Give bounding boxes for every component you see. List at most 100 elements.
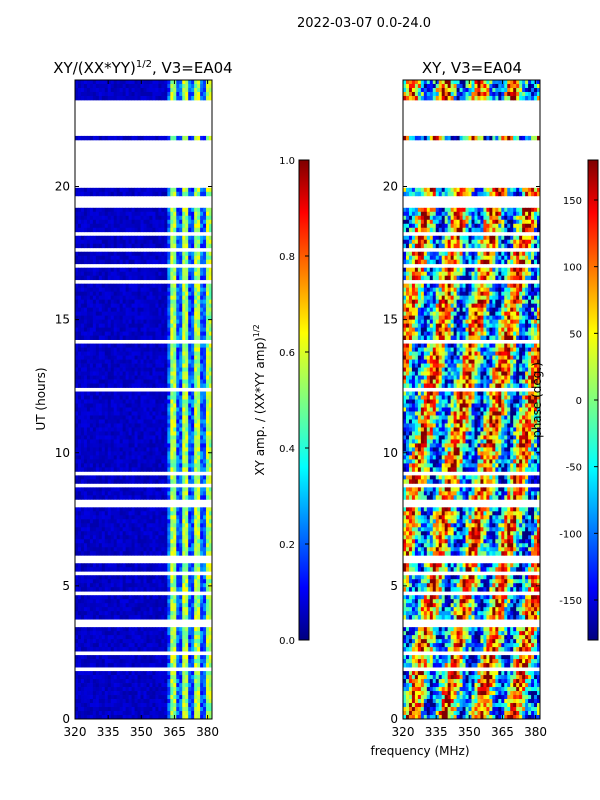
amp-heatmap-cell	[182, 415, 186, 420]
amp-heatmap-cell	[80, 655, 85, 660]
amp-heatmap-cell	[200, 379, 204, 384]
amp-heatmap-cell	[155, 447, 159, 452]
amp-heatmap-cell	[188, 135, 192, 141]
amp-heatmap-cell	[194, 547, 198, 552]
amp-heatmap-cell	[80, 347, 85, 352]
amp-heatmap-cell	[77, 371, 82, 376]
amp-heatmap-cell	[104, 80, 109, 85]
amp-heatmap-cell	[188, 427, 192, 432]
amp-heatmap-cell	[143, 547, 147, 552]
amp-heatmap-cell	[143, 487, 147, 492]
amp-heatmap-cell	[161, 303, 165, 309]
amp-heatmap-cell	[104, 671, 109, 676]
amp-heatmap-cell	[113, 323, 118, 329]
amp-heatmap-cell	[104, 631, 109, 636]
amp-heatmap-cell	[77, 415, 82, 420]
amp-heatmap-cell	[164, 487, 168, 492]
amp-heatmap-cell	[86, 603, 91, 608]
amp-heatmap-cell	[131, 95, 135, 101]
amp-heatmap-cell	[194, 491, 198, 496]
amp-heatmap-cell	[104, 451, 109, 456]
amp-heatmap-cell	[140, 535, 144, 540]
amp-heatmap-cell	[182, 311, 186, 317]
amp-heatmap-cell	[140, 311, 144, 317]
amp-heatmap-cell	[119, 511, 124, 516]
amp-heatmap-cell	[131, 191, 135, 197]
amp-heatmap-cell	[176, 527, 180, 532]
amp-heatmap-cell	[209, 627, 213, 632]
amp-heatmap-cell	[75, 415, 79, 420]
amp-heatmap-cell	[173, 291, 177, 297]
amp-heatmap-cell	[167, 207, 171, 213]
amp-heatmap-cell	[113, 271, 118, 277]
amp-heatmap-cell	[176, 611, 180, 616]
amp-heatmap-cell	[152, 655, 156, 660]
amp-heatmap-cell	[80, 451, 85, 456]
amp-heatmap-cell	[119, 587, 124, 592]
amp-heatmap-cell	[206, 299, 210, 305]
amp-heatmap-cell	[125, 95, 130, 101]
amp-heatmap-cell	[140, 283, 144, 289]
amp-heatmap-cell	[152, 435, 156, 440]
amp-heatmap-cell	[164, 211, 168, 217]
amp-heatmap-cell	[134, 311, 138, 317]
amp-heatmap-cell	[107, 427, 112, 432]
amp-heatmap-cell	[101, 647, 106, 652]
amp-heatmap-cell	[101, 135, 106, 141]
amp-heatmap-cell	[95, 519, 100, 524]
amp-heatmap-cell	[134, 527, 138, 532]
amp-heatmap-cell	[140, 347, 144, 352]
amp-heatmap-cell	[161, 671, 165, 676]
amp-heatmap-cell	[188, 343, 192, 348]
amp-heatmap-cell	[98, 519, 103, 524]
amp-heatmap-cell	[113, 415, 118, 420]
amp-heatmap-cell	[206, 303, 210, 309]
amp-heatmap-cell	[170, 215, 174, 221]
amp-heatmap-cell	[119, 383, 124, 388]
amp-heatmap-cell	[101, 379, 106, 384]
amp-heatmap-cell	[203, 391, 207, 396]
amp-heatmap-cell	[95, 587, 100, 592]
amp-heatmap-cell	[119, 80, 124, 85]
amp-heatmap-cell	[83, 595, 88, 600]
amp-heatmap-cell	[194, 363, 198, 368]
amp-heatmap-cell	[134, 475, 138, 480]
amp-heatmap-cell	[185, 371, 189, 376]
amp-heatmap-cell	[185, 467, 189, 472]
amp-heatmap-cell	[176, 427, 180, 432]
amp-heatmap-cell	[92, 351, 97, 356]
amp-heatmap-cell	[191, 239, 195, 245]
amp-heatmap-cell	[131, 355, 135, 360]
amp-heatmap-cell	[122, 427, 127, 432]
amp-heatmap-cell	[152, 363, 156, 368]
amp-heatmap-cell	[143, 207, 147, 213]
amp-heatmap-cell	[113, 579, 118, 584]
amp-heatmap-cell	[75, 595, 79, 600]
amp-heatmap-cell	[119, 343, 124, 348]
amp-heatmap-cell	[83, 475, 88, 480]
amp-heatmap-cell	[158, 227, 162, 233]
amp-heatmap-cell	[98, 611, 103, 616]
amp-heatmap-cell	[182, 419, 186, 424]
amp-heatmap-cell	[101, 655, 106, 660]
amp-heatmap-cell	[206, 451, 210, 456]
amp-heatmap-cell	[170, 567, 174, 572]
amp-heatmap-cell	[143, 567, 147, 572]
amp-heatmap-cell	[101, 275, 106, 281]
amp-heatmap-cell	[152, 423, 156, 428]
amp-heatmap-cell	[176, 83, 180, 89]
amp-heatmap-cell	[80, 411, 85, 416]
amp-heatmap-cell	[125, 191, 130, 197]
amp-heatmap-cell	[191, 463, 195, 468]
amp-heatmap-cell	[80, 679, 85, 684]
amp-heatmap-cell	[86, 615, 91, 620]
amp-heatmap-cell	[173, 443, 177, 448]
amp-heatmap-cell	[176, 615, 180, 620]
amp-heatmap-cell	[149, 355, 153, 360]
amp-heatmap-cell	[155, 539, 159, 544]
amp-heatmap-cell	[182, 567, 186, 572]
amp-heatmap-cell	[185, 95, 189, 101]
amp-heatmap-cell	[143, 251, 147, 257]
amp-heatmap-cell	[185, 91, 189, 97]
amp-heatmap-cell	[185, 80, 189, 85]
